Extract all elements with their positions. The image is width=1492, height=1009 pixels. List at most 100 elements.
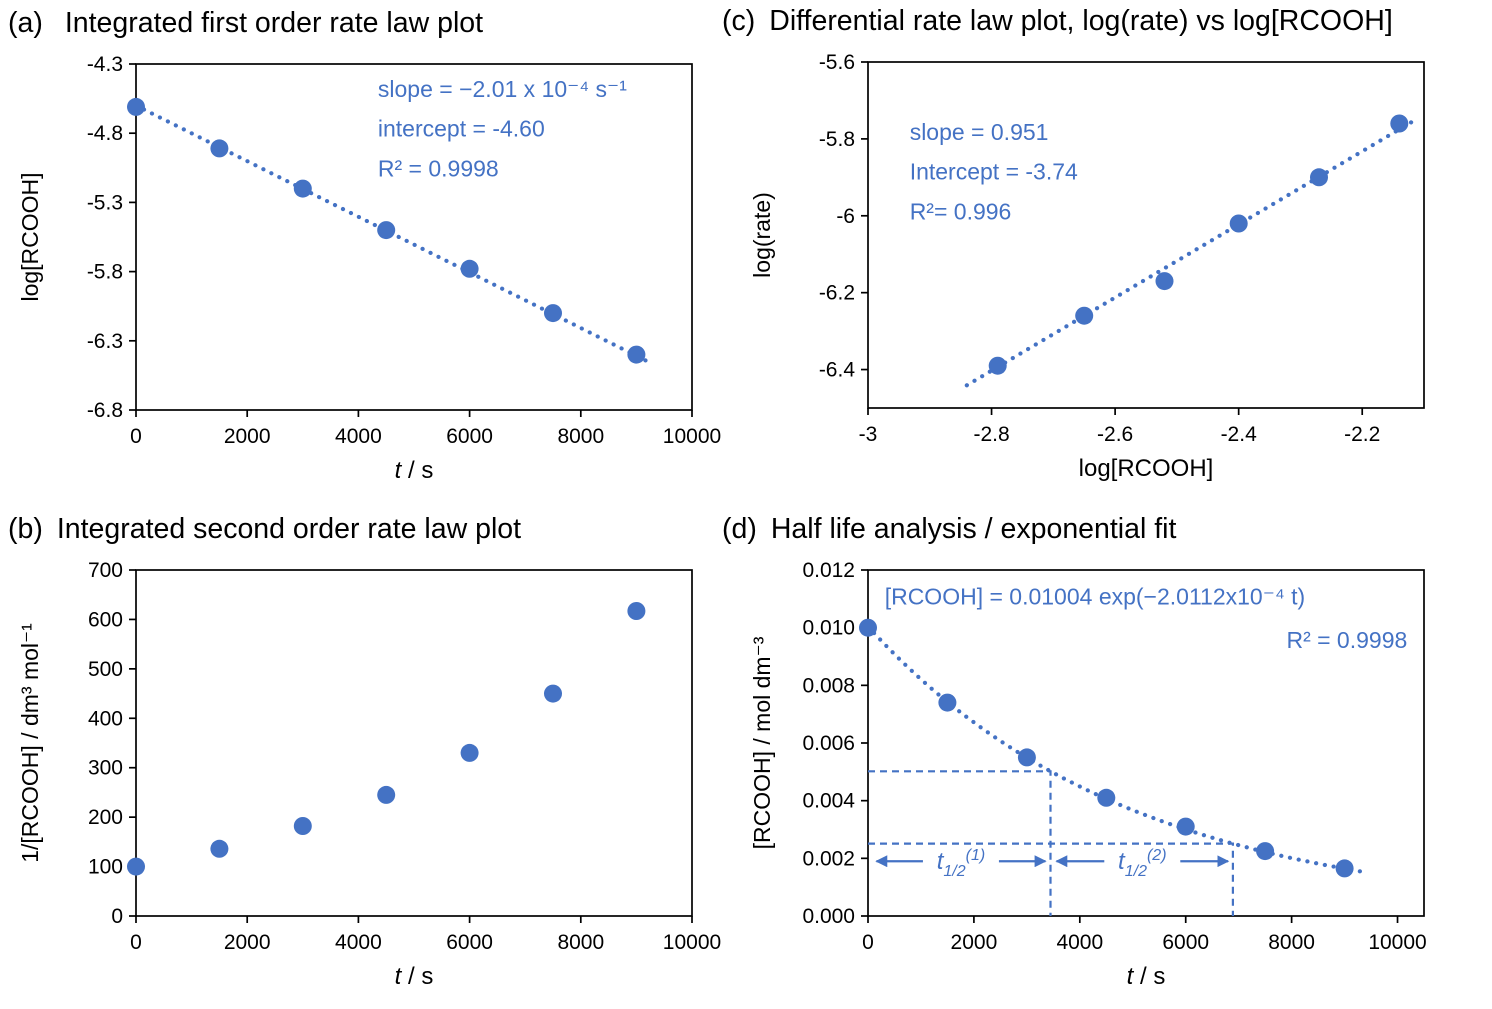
annotation: slope = −2.01 x 10⁻⁴ s⁻¹ <box>378 76 627 102</box>
data-point <box>988 356 1007 375</box>
y-tick-label: 0 <box>111 905 123 928</box>
data-point <box>1097 788 1116 807</box>
y-tick-label: -5.8 <box>87 261 123 284</box>
y-tick-label: 0.012 <box>802 559 855 582</box>
y-axis-label: log[RCOOH] <box>17 172 43 301</box>
panel-a-title: (a) Integrated first order rate law plot <box>8 6 748 40</box>
chart-differential: -3 -2.8 -2.6 -2.4 -2.2 -5.6 -5.8 -6 -6.2 -6.4 log[… <box>749 51 1425 482</box>
annotation: [RCOOH] = 0.01004 exp(−2.0112x10⁻⁴ t) <box>885 584 1305 610</box>
data-point <box>377 785 396 804</box>
panel-b-label: (b) <box>8 513 43 545</box>
x-axis-label: t / s <box>1127 963 1166 990</box>
y-tick-label: 0.004 <box>802 790 855 813</box>
trendline <box>865 624 1368 875</box>
data-point <box>1017 748 1036 767</box>
x-tick-label: 10000 <box>663 425 721 448</box>
panel-second-order: (b) Integrated second order rate law plot… <box>8 512 748 1000</box>
y-axis-label: log(rate) <box>749 192 775 278</box>
y-tick-label: -6.2 <box>819 282 855 305</box>
y-tick-label: 0.006 <box>802 732 855 755</box>
y-tick-label: -6.3 <box>87 330 123 353</box>
y-tick-label: -4.8 <box>87 122 123 145</box>
data-point <box>938 693 957 712</box>
x-tick-label: -2.4 <box>1221 423 1258 446</box>
x-tick-label: 8000 <box>1268 931 1315 954</box>
panel-first-order: (a) Integrated first order rate law plot … <box>8 6 748 494</box>
chart-second-order: 0 2000 4000 6000 8000 10000 0 100 200 300 400 500 60… <box>17 559 721 990</box>
data-point <box>1390 114 1409 133</box>
y-tick-label: -6.4 <box>819 359 856 382</box>
data-point <box>1176 817 1195 836</box>
x-tick-label: -2.6 <box>1097 423 1133 446</box>
y-tick-label: -5.3 <box>87 191 123 214</box>
annotation: slope = 0.951 <box>910 119 1049 145</box>
annotation: R² = 0.9998 <box>1286 627 1407 653</box>
y-tick-label: 0.008 <box>802 674 855 697</box>
y-tick-label: 0.010 <box>802 617 855 640</box>
halflife-guide <box>868 842 1234 916</box>
data-point <box>627 345 646 364</box>
panel-c-label: (c) <box>722 5 756 37</box>
halflife-label: t1/2(1) <box>937 847 985 880</box>
annotation: Intercept = -3.74 <box>910 159 1078 185</box>
panel-a-title-text: Integrated first order rate law plot <box>64 7 484 39</box>
y-tick-label: 400 <box>88 707 123 730</box>
x-tick-label: -2.2 <box>1344 423 1380 446</box>
y-tick-label: -4.3 <box>87 53 123 76</box>
data-point <box>1335 859 1354 878</box>
y-tick-label: -6.8 <box>87 399 123 422</box>
annotation: intercept = -4.60 <box>378 116 545 142</box>
x-tick-label: 8000 <box>557 425 604 448</box>
panel-b-title-text: Integrated second order rate law plot <box>56 513 522 545</box>
y-tick-label: 0.002 <box>802 847 855 870</box>
data-point <box>1229 214 1248 233</box>
y-axis-label: [RCOOH] / mol dm⁻³ <box>749 636 775 849</box>
x-axis-label: t / s <box>395 963 434 990</box>
y-tick-label: 0.000 <box>802 905 855 928</box>
x-tick-label: 10000 <box>663 931 721 954</box>
x-tick-label: 6000 <box>1162 931 1209 954</box>
x-tick-label: 2000 <box>224 425 271 448</box>
y-tick-label: -5.8 <box>819 128 855 151</box>
chart-half-life: 0 2000 4000 6000 8000 10000 0.000 0.002 0.004 0.0… <box>749 559 1427 990</box>
y-tick-label: 100 <box>88 856 123 879</box>
halflife-guide <box>868 770 1052 916</box>
data-point <box>293 817 312 835</box>
data-point <box>544 304 562 323</box>
plot-area <box>867 61 1425 409</box>
trendline <box>964 116 1420 388</box>
panel-differential: (c) Differential rate law plot, log(rate)… <box>722 4 1492 492</box>
panel-a-label: (a) <box>8 7 43 39</box>
plot-area <box>135 569 693 917</box>
data-point <box>544 684 562 703</box>
y-tick-label: 500 <box>88 658 123 681</box>
x-tick-label: 4000 <box>335 425 382 448</box>
annotation: R²= 0.996 <box>910 198 1012 224</box>
x-tick-label: 10000 <box>1368 931 1426 954</box>
data-point <box>210 139 229 158</box>
x-tick-label: 2000 <box>224 931 271 954</box>
x-tick-label: 4000 <box>335 931 382 954</box>
x-tick-label: 0 <box>862 931 874 954</box>
x-axis-label: t / s <box>395 457 434 484</box>
panel-d-label: (d) <box>722 513 757 545</box>
halflife-label: t1/2(2) <box>1118 847 1166 880</box>
panel-c-title-text: Differential rate law plot, log(rate) vs… <box>769 5 1393 37</box>
data-point <box>1075 306 1094 325</box>
data-point <box>859 618 877 637</box>
x-tick-label: 8000 <box>557 931 604 954</box>
data-point <box>1256 842 1275 861</box>
data-point <box>627 602 646 620</box>
x-tick-label: 4000 <box>1056 931 1103 954</box>
x-tick-label: 2000 <box>951 931 998 954</box>
x-tick-label: 6000 <box>446 931 493 954</box>
y-tick-label: 600 <box>88 608 123 631</box>
panel-c-title: (c) Differential rate law plot, log(rate)… <box>722 4 1492 38</box>
x-tick-label: 0 <box>130 931 142 954</box>
y-tick-label: 300 <box>88 757 123 780</box>
annotation: R² = 0.9998 <box>378 155 499 181</box>
x-axis-label: log[RCOOH] <box>1079 455 1214 482</box>
y-tick-label: 700 <box>88 559 123 582</box>
data-point <box>210 839 229 858</box>
panel-d-title: (d) Half life analysis / exponential fit <box>722 512 1492 546</box>
